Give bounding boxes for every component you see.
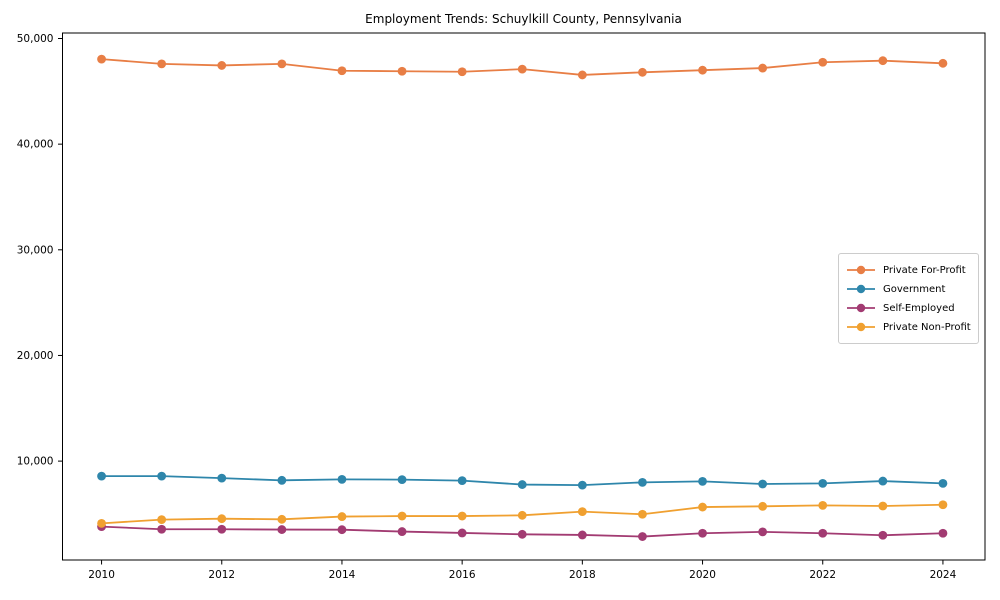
data-point-private-non-profit — [698, 502, 707, 512]
data-point-private-non-profit — [337, 512, 347, 521]
x-axis-tick-label: 2014 — [329, 569, 356, 581]
y-axis-tick-label: 10,000 — [17, 456, 54, 468]
data-point-private-for-profit — [938, 58, 948, 68]
legend: Private For-Profit Government Self-Employe… — [838, 253, 979, 344]
y-axis-tick-label: 40,000 — [17, 139, 54, 151]
data-point-self-employed — [337, 525, 347, 535]
data-point-private-non-profit — [878, 501, 888, 511]
data-point-self-employed — [818, 528, 828, 538]
data-point-self-employed — [938, 528, 948, 538]
data-point-private-non-profit — [577, 507, 587, 517]
data-point-private-non-profit — [397, 511, 407, 521]
data-point-private-for-profit — [698, 65, 707, 75]
data-point-private-non-profit — [457, 511, 467, 521]
data-point-private-for-profit — [337, 66, 347, 76]
data-point-government — [337, 474, 347, 484]
data-point-self-employed — [217, 524, 227, 534]
data-point-private-non-profit — [277, 514, 287, 524]
legend-item-label: Private For-Profit — [883, 264, 966, 276]
data-point-private-non-profit — [517, 510, 527, 520]
data-point-self-employed — [277, 525, 287, 534]
data-point-government — [277, 475, 287, 485]
legend-item-label: Private Non-Profit — [883, 321, 971, 333]
x-axis-tick-label: 2010 — [88, 569, 115, 581]
data-point-private-for-profit — [157, 59, 167, 69]
data-point-private-for-profit — [818, 57, 828, 67]
legend-item-government: Government — [846, 283, 971, 295]
data-point-self-employed — [698, 528, 707, 538]
data-point-private-non-profit — [938, 500, 948, 510]
data-point-self-employed — [878, 530, 888, 540]
data-point-self-employed — [638, 532, 647, 541]
data-point-self-employed — [457, 528, 467, 538]
chart-title: Employment Trends: Schuylkill County, Pe… — [365, 12, 682, 26]
x-axis-tick-label: 2022 — [809, 569, 836, 581]
data-point-private-for-profit — [638, 67, 647, 77]
y-axis-tick-label: 50,000 — [17, 33, 54, 45]
data-point-private-non-profit — [217, 514, 227, 524]
legend-marker-icon — [847, 322, 875, 332]
data-point-government — [698, 476, 707, 486]
data-point-private-non-profit — [818, 500, 828, 510]
data-point-government — [938, 479, 948, 488]
y-axis-tick-label: 30,000 — [17, 244, 54, 256]
x-axis-tick-label: 2024 — [930, 569, 957, 581]
data-point-private-for-profit — [217, 61, 227, 70]
data-point-private-non-profit — [157, 515, 167, 525]
x-axis-tick-label: 2012 — [208, 569, 235, 581]
data-point-government — [97, 471, 106, 481]
data-point-private-non-profit — [758, 501, 768, 511]
data-point-government — [577, 480, 587, 490]
data-point-self-employed — [517, 529, 527, 539]
x-axis-tick-label: 2016 — [449, 569, 476, 581]
data-point-private-for-profit — [758, 63, 768, 73]
data-point-government — [818, 479, 828, 488]
legend-marker-icon — [847, 303, 875, 313]
data-point-private-for-profit — [878, 56, 888, 66]
legend-item-self-employed: Self-Employed — [846, 302, 971, 314]
data-point-government — [758, 479, 768, 489]
data-point-government — [517, 480, 527, 489]
plot-border — [62, 32, 986, 561]
data-point-self-employed — [758, 527, 768, 537]
legend-item-label: Government — [883, 283, 946, 295]
data-point-private-for-profit — [97, 54, 106, 64]
data-point-private-for-profit — [277, 59, 287, 69]
data-point-government — [638, 477, 647, 487]
legend-item-private-non-profit: Private Non-Profit — [846, 321, 971, 333]
data-point-self-employed — [157, 524, 167, 534]
data-point-self-employed — [577, 530, 587, 540]
legend-item-label: Self-Employed — [883, 302, 955, 314]
data-point-government — [217, 473, 227, 483]
data-point-private-for-profit — [397, 66, 407, 76]
data-point-government — [878, 476, 888, 486]
x-axis-tick-label: 2020 — [689, 569, 716, 581]
data-point-private-non-profit — [97, 518, 106, 528]
data-point-private-for-profit — [577, 70, 587, 80]
y-axis-tick-label: 20,000 — [17, 350, 54, 362]
data-point-government — [397, 475, 407, 484]
legend-marker-icon — [847, 265, 875, 275]
data-point-private-for-profit — [517, 64, 527, 74]
data-point-private-non-profit — [638, 509, 647, 519]
x-axis-tick-label: 2018 — [569, 569, 596, 581]
data-point-self-employed — [397, 527, 407, 536]
data-point-private-for-profit — [457, 67, 467, 77]
legend-item-private-for-profit: Private For-Profit — [846, 264, 971, 276]
data-point-government — [157, 471, 167, 481]
data-point-government — [457, 476, 467, 486]
legend-marker-icon — [847, 284, 875, 294]
